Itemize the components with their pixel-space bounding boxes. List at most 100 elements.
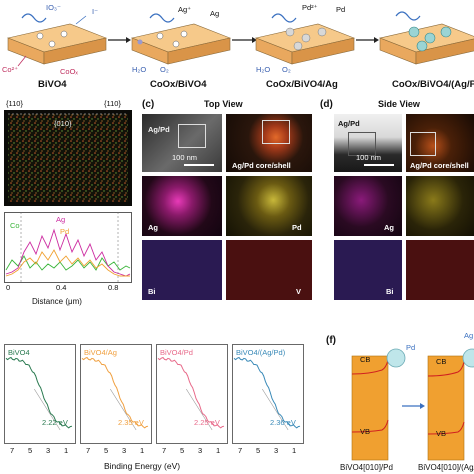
ag-label: Ag <box>210 9 220 18</box>
vbxps-frame <box>80 344 152 444</box>
top-ag-label: Ag <box>148 223 158 232</box>
cb-label-right: CB <box>436 357 447 366</box>
vbxps-spectrum <box>81 356 149 429</box>
vb-label-left: VB <box>360 427 371 436</box>
facet-label-right: {110} <box>104 99 121 108</box>
side-scalebar-label: 100 nm <box>356 153 382 162</box>
cb-label-left: CB <box>360 355 371 364</box>
side-v-tile <box>406 240 474 300</box>
h2o-label-3: H₂O <box>256 65 271 74</box>
vbxps-plots: BiVO4 2.22 eV 7 5 3 1 BiVO4/Ag 2.35 eV 7 5 3 1 BiVO4… <box>0 340 310 458</box>
vbxps-xtick: 3 <box>46 446 51 455</box>
vbxps-xtick: 3 <box>122 446 127 455</box>
top-v-label: V <box>296 287 302 296</box>
pd-ion-label: Pd²⁺ <box>302 3 318 12</box>
top-pd-tile: Pd <box>226 176 312 236</box>
vbxps-xlabel: Binding Energy (eV) <box>104 461 181 471</box>
vbxps-onset-tangent <box>261 388 289 431</box>
iminus-label: I⁻ <box>92 7 99 16</box>
vbxps-xtick: 5 <box>28 446 33 455</box>
facet-label-left: {110} <box>6 99 23 108</box>
panel-b: {110} {110} {010} Co Ag <box>0 98 140 308</box>
top-bi-label: Bi <box>148 287 156 296</box>
vbxps-spectrum <box>233 356 301 429</box>
vbxps-xtick: 7 <box>86 446 91 455</box>
vbxps-plot: BiVO4/(Ag/Pd) 2.36 eV 7 5 3 1 <box>232 344 304 458</box>
coox-bivo4-ag-slab <box>254 13 356 65</box>
vbxps-xtick: 1 <box>140 446 145 455</box>
vbxps-xtick: 5 <box>180 446 185 455</box>
top-agpd-label: Ag/Pd <box>148 125 170 134</box>
ag-trace <box>5 228 131 277</box>
xtick-2: 0.8 <box>108 283 119 292</box>
caption-right-f: BiVO4[010]/(Ag/ <box>418 463 474 472</box>
panel-e: BiVO4 2.22 eV 7 5 3 1 BiVO4/Ag 2.35 eV 7 5 3 1 BiVO4… <box>0 340 310 474</box>
side-haadf-tile: Ag/Pd 100 nm <box>334 114 402 172</box>
step1-caption: BiVO4 <box>38 79 67 90</box>
vbxps-frame <box>232 344 304 444</box>
vbxps-xtick: 1 <box>64 446 69 455</box>
line-scan-xlabel: Distance (μm) <box>32 297 82 306</box>
vbxps-plot: BiVO4/Ag 2.35 eV 7 5 3 1 <box>80 344 152 458</box>
co2-label: Co²⁺ <box>2 65 19 74</box>
top-bi-tile: Bi <box>142 240 222 300</box>
ag-label-f: Ag <box>464 331 474 340</box>
panel-f: (f) CB VB CB VB Pd Ag BiVO4[010]/Pd BiVO… <box>324 330 474 474</box>
panel-d: (d) Side View Ag/Pd 100 nm Ag/Pd core/sh… <box>318 98 474 308</box>
legend-ag: Ag <box>56 215 66 224</box>
step4-caption: CoOx/BiVO4/(Ag/P <box>392 79 474 90</box>
vbxps-axes <box>232 344 304 444</box>
vbxps-sample-label: BiVO4 <box>8 348 30 357</box>
pd-label-3: Pd <box>336 5 346 14</box>
legend-pd: Pd <box>60 227 70 236</box>
side-ag-label: Ag <box>384 223 394 232</box>
coox-label: CoOₓ <box>60 67 78 76</box>
io3-label: IO₃⁻ <box>46 3 61 12</box>
top-ag-tile: Ag <box>142 176 222 236</box>
vbxps-axes <box>4 344 76 444</box>
panel-d-title: Side View <box>378 99 420 109</box>
vbxps-sample-label: BiVO4/(Ag/Pd) <box>236 348 286 357</box>
vbxps-edge-value: 2.35 eV <box>118 418 144 427</box>
vbxps-xtick: 7 <box>238 446 243 455</box>
xtick-1: 0.4 <box>56 283 67 292</box>
top-haadf-tile: Ag/Pd 100 nm <box>142 114 222 172</box>
side-coreshell-tile: Ag/Pd core/shell <box>406 114 474 172</box>
coox-bivo4-slab <box>130 13 232 65</box>
top-coreshell-tile: Ag/Pd core/shell <box>226 114 312 172</box>
h2o-label-2: H₂O <box>132 65 147 74</box>
co-trace <box>5 255 131 271</box>
legend-co: Co <box>10 221 20 230</box>
vbxps-xtick: 1 <box>292 446 297 455</box>
top-core-label: Ag/Pd core/shell <box>232 161 291 170</box>
vbxps-axes <box>80 344 152 444</box>
o2-label-2: O₂ <box>160 65 169 74</box>
top-scalebar-label: 100 nm <box>172 153 198 162</box>
vbxps-plot: BiVO4 2.22 eV 7 5 3 1 <box>4 344 76 458</box>
line-scan-svg <box>4 212 132 283</box>
vbxps-axes <box>156 344 228 444</box>
vbxps-sample-label: BiVO4/Pd <box>160 348 193 357</box>
vb-label-right: VB <box>436 429 447 438</box>
synthesis-scheme: IO₃⁻ I⁻ Co²⁺ CoOₓ BiVO4 Ag⁺ Ag H₂O O₂ Co… <box>0 0 474 98</box>
side-bi-tile: Bi <box>334 240 402 300</box>
side-agpd-label: Ag/Pd <box>338 119 360 128</box>
bivo4-slab <box>6 13 108 67</box>
step3-caption: CoOx/BiVO4/Ag <box>266 79 338 90</box>
vbxps-edge-value: 2.25 eV <box>194 418 220 427</box>
side-ag-tile: Ag <box>334 176 402 236</box>
panel-f-letter: (f) <box>326 335 336 346</box>
scheme-drawing <box>6 11 474 67</box>
panel-c: (c) Top View Ag/Pd 100 nm Ag/Pd core/she… <box>138 98 318 308</box>
vbxps-xtick: 5 <box>256 446 261 455</box>
top-pd-label: Pd <box>292 223 302 232</box>
vbxps-edge-value: 2.36 eV <box>270 418 296 427</box>
vbxps-onset-tangent <box>109 388 137 431</box>
vbxps-plot: BiVO4/Pd 2.25 eV 7 5 3 1 <box>156 344 228 458</box>
vbxps-spectrum <box>5 356 73 429</box>
side-core-label: Ag/Pd core/shell <box>410 161 469 170</box>
eds-map-speckle <box>8 113 128 202</box>
panel-c-title: Top View <box>204 99 243 109</box>
o2-label-3: O₂ <box>282 65 291 74</box>
step2-caption: CoOx/BiVO4 <box>150 79 207 90</box>
